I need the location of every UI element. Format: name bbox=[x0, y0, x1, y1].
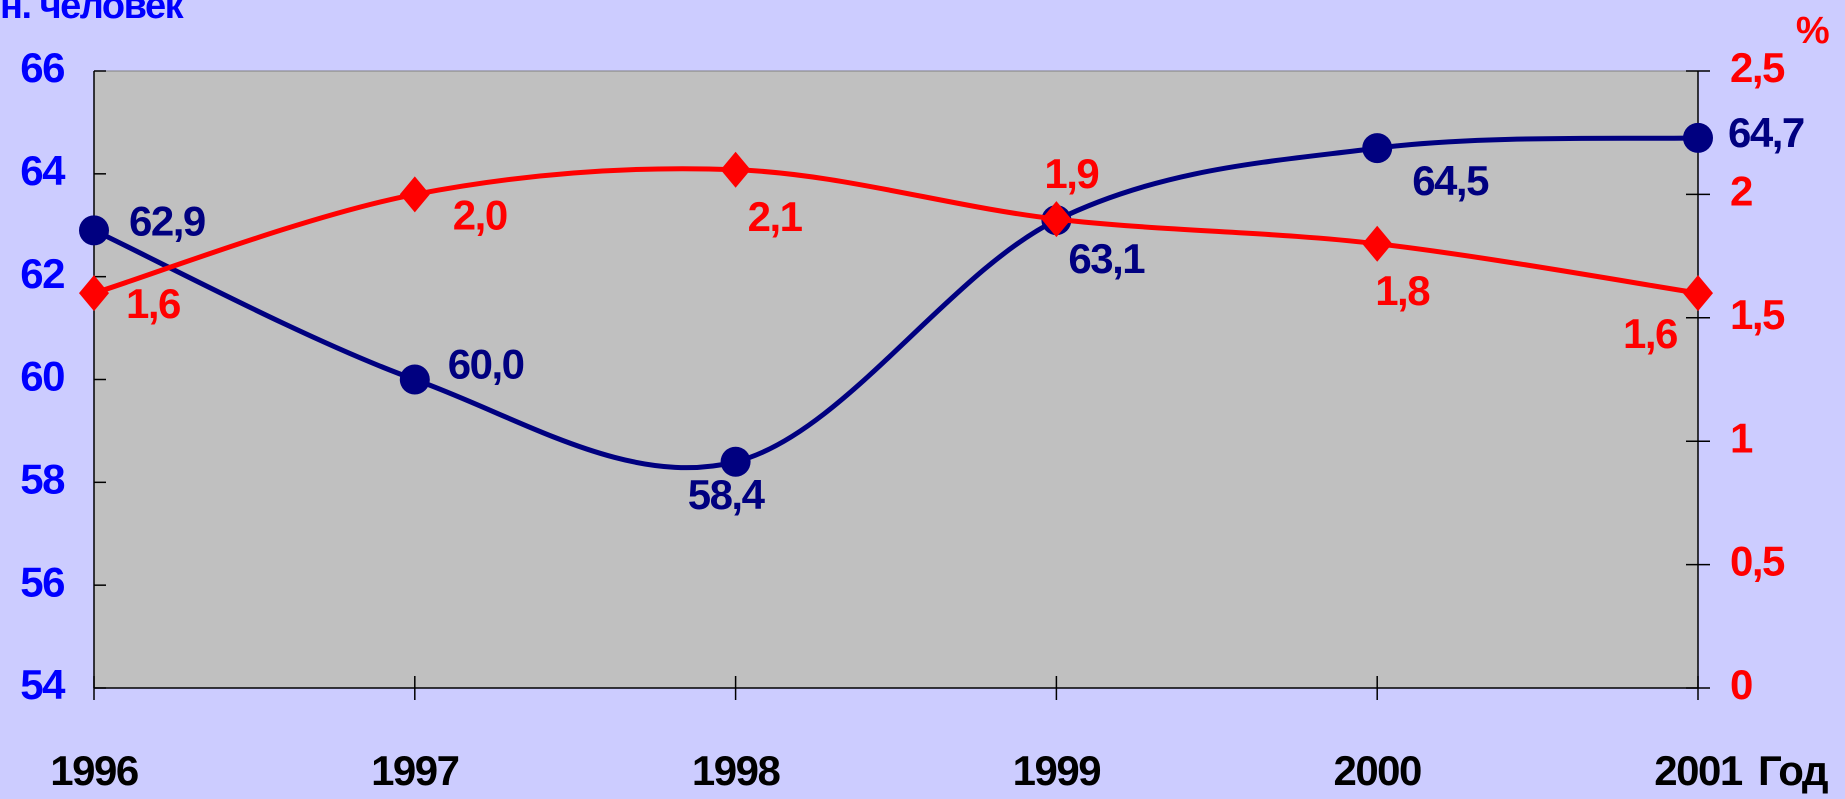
series-line bbox=[93, 166, 1699, 296]
marker bbox=[1362, 133, 1393, 164]
y2-tick-label: 2,5 bbox=[1730, 44, 1785, 91]
data-label: 63,1 bbox=[1068, 235, 1145, 282]
x-tick-label: 2001 bbox=[1654, 747, 1743, 794]
marker bbox=[1041, 201, 1072, 238]
y-tick-label: 64 bbox=[20, 147, 66, 194]
x-tick-label: 1997 bbox=[371, 747, 459, 794]
y-axis-title: н. человек bbox=[0, 0, 185, 27]
data-label: 1,8 bbox=[1375, 267, 1430, 314]
marker bbox=[1683, 275, 1713, 312]
series-line bbox=[92, 135, 1699, 471]
data-label: 62,9 bbox=[129, 197, 205, 244]
data-label: 2,1 bbox=[748, 193, 803, 240]
y-tick-label: 56 bbox=[20, 558, 64, 605]
marker bbox=[399, 364, 430, 395]
marker bbox=[79, 275, 109, 312]
x-tick-label: 2000 bbox=[1333, 747, 1421, 794]
data-label: 1,6 bbox=[126, 280, 180, 327]
y-tick-label: 66 bbox=[20, 44, 64, 91]
y-tick-label: 54 bbox=[20, 661, 66, 708]
y-tick-label: 62 bbox=[20, 250, 64, 297]
y-tick-label: 58 bbox=[20, 455, 65, 502]
plot-area bbox=[94, 71, 1698, 688]
y2-tick-label: 1 bbox=[1730, 414, 1753, 461]
data-label: 58,4 bbox=[688, 471, 766, 518]
y2-tick-label: 0,5 bbox=[1730, 538, 1785, 585]
data-label: 1,9 bbox=[1044, 150, 1098, 197]
y2-tick-label: 1,5 bbox=[1730, 291, 1785, 338]
data-label: 64,5 bbox=[1412, 157, 1489, 204]
x-axis-title: Год bbox=[1758, 747, 1828, 794]
x-tick-label: 1998 bbox=[692, 747, 781, 794]
marker bbox=[720, 151, 751, 188]
y-tick-label: 60 bbox=[20, 353, 64, 400]
y2-axis-title: % bbox=[1796, 10, 1829, 52]
x-tick-label: 1999 bbox=[1013, 747, 1101, 794]
data-label: 60,0 bbox=[448, 341, 524, 388]
x-tick-label: 1996 bbox=[50, 747, 138, 794]
y2-tick-label: 0 bbox=[1730, 661, 1752, 708]
data-label: 1,6 bbox=[1623, 310, 1677, 357]
marker bbox=[399, 176, 430, 213]
marker bbox=[1683, 122, 1713, 153]
data-label: 64,7 bbox=[1728, 109, 1804, 156]
marker bbox=[79, 215, 109, 246]
y2-tick-label: 2 bbox=[1730, 167, 1752, 214]
marker bbox=[1362, 225, 1393, 262]
marker bbox=[720, 446, 751, 477]
data-label: 2,0 bbox=[453, 191, 507, 238]
